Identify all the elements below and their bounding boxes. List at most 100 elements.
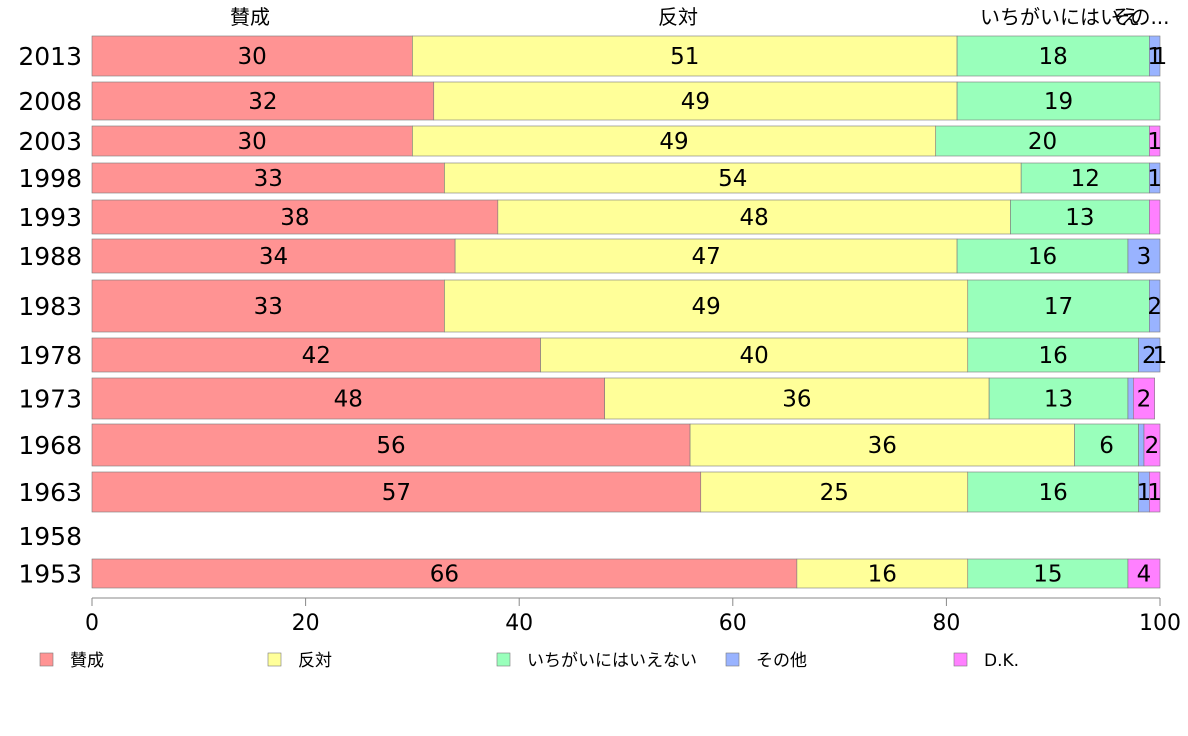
- data-label: 49: [681, 89, 710, 115]
- data-label: 66: [430, 562, 459, 588]
- bar-segment: [1138, 423, 1145, 467]
- data-label: 1: [1153, 343, 1168, 369]
- bar-segment: [91, 337, 541, 373]
- bar-segment: [91, 199, 499, 235]
- bar-segment: [956, 81, 1161, 121]
- x-tick-label: 100: [1139, 611, 1181, 636]
- bar-segment: [689, 423, 1075, 467]
- data-label: 33: [254, 166, 283, 192]
- data-label: 2: [1142, 343, 1157, 369]
- data-label: 30: [238, 129, 267, 155]
- data-label: 15: [1033, 562, 1062, 588]
- bar-segment: [967, 337, 1139, 373]
- bar-segment: [1143, 423, 1161, 467]
- year-label: 1958: [18, 522, 82, 551]
- bar-segment: [1127, 238, 1161, 274]
- series-top-label: その...: [1110, 5, 1169, 29]
- bar-segment: [988, 377, 1129, 420]
- bar-segment: [1149, 35, 1161, 77]
- bar-segment: [796, 558, 969, 589]
- bar-segment: [91, 238, 456, 274]
- data-label: 56: [376, 433, 405, 459]
- year-label: 1988: [18, 242, 82, 271]
- bar-segment: [91, 558, 798, 589]
- legend-swatch: [725, 652, 740, 667]
- data-label: 3: [1137, 244, 1152, 270]
- bar-segment: [412, 125, 937, 157]
- bar-segment: [497, 199, 1011, 235]
- data-label: 33: [254, 294, 283, 320]
- bar-segment: [967, 279, 1150, 333]
- bar-segment: [91, 279, 445, 333]
- bar-segment: [91, 125, 413, 157]
- x-tick-label: 0: [85, 611, 99, 636]
- bar-segment: [1149, 199, 1161, 235]
- bar-segment: [1149, 471, 1161, 513]
- bar-segment: [433, 81, 958, 121]
- bar-segment: [956, 35, 1150, 77]
- data-label: 2: [1137, 387, 1152, 413]
- legend-label: その他: [756, 651, 807, 671]
- data-label: 13: [1065, 205, 1094, 231]
- data-label: 47: [691, 244, 720, 270]
- data-label: 25: [820, 480, 849, 506]
- series-top-label: 反対: [658, 5, 698, 29]
- data-label: 32: [248, 89, 277, 115]
- data-label: 18: [1039, 44, 1068, 70]
- legend-swatch: [496, 652, 511, 667]
- data-label: 30: [238, 44, 267, 70]
- data-label: 49: [691, 294, 720, 320]
- data-label: 49: [659, 129, 688, 155]
- data-label: 16: [868, 562, 897, 588]
- data-label: 1: [1147, 129, 1162, 155]
- data-label: 13: [1044, 387, 1073, 413]
- data-label: 19: [1044, 89, 1073, 115]
- data-label: 2: [1147, 294, 1162, 320]
- data-label: 16: [1039, 480, 1068, 506]
- year-label: 2013: [18, 42, 82, 71]
- data-label: 2: [1145, 433, 1160, 459]
- bar-segment: [91, 377, 605, 420]
- bar-segment: [1127, 377, 1134, 420]
- series-top-label: いちがいにはいえ: [980, 5, 1140, 29]
- year-label: 1963: [18, 478, 82, 507]
- bar-segment: [1133, 377, 1155, 420]
- data-label: 36: [782, 387, 811, 413]
- legend-label: いちがいにはいえない: [527, 651, 697, 671]
- bar-segment: [1149, 125, 1161, 157]
- data-label: 1: [1137, 480, 1152, 506]
- legend-swatch: [953, 652, 968, 667]
- series-top-label: 賛成: [230, 5, 270, 29]
- bar-segment: [91, 162, 445, 194]
- data-label: 16: [1039, 343, 1068, 369]
- bar-segment: [444, 279, 969, 333]
- bar-segment: [935, 125, 1150, 157]
- bar-segment: [1149, 279, 1161, 333]
- data-label: 40: [740, 343, 769, 369]
- year-label: 2003: [18, 127, 82, 156]
- bar-segment: [444, 162, 1022, 194]
- data-label: 48: [740, 205, 769, 231]
- year-label: 1953: [18, 560, 82, 589]
- bar-segment: [956, 238, 1129, 274]
- data-label: 57: [382, 480, 411, 506]
- year-label: 1978: [18, 341, 82, 370]
- bar-segment: [540, 337, 969, 373]
- bar-segment: [967, 558, 1129, 589]
- data-label: 54: [718, 166, 747, 192]
- year-label: 1993: [18, 203, 82, 232]
- year-label: 1983: [18, 292, 82, 321]
- bar-segment: [91, 471, 702, 513]
- bar-segment: [1010, 199, 1150, 235]
- x-tick-label: 80: [932, 611, 960, 636]
- bar-segment: [1138, 337, 1161, 373]
- data-label: 1: [1147, 480, 1162, 506]
- data-label: 38: [280, 205, 309, 231]
- data-label: 1: [1147, 44, 1162, 70]
- bar-segment: [1149, 162, 1161, 194]
- legend-label: D.K.: [984, 651, 1019, 671]
- data-label: 1: [1147, 166, 1162, 192]
- bar-segment: [91, 81, 435, 121]
